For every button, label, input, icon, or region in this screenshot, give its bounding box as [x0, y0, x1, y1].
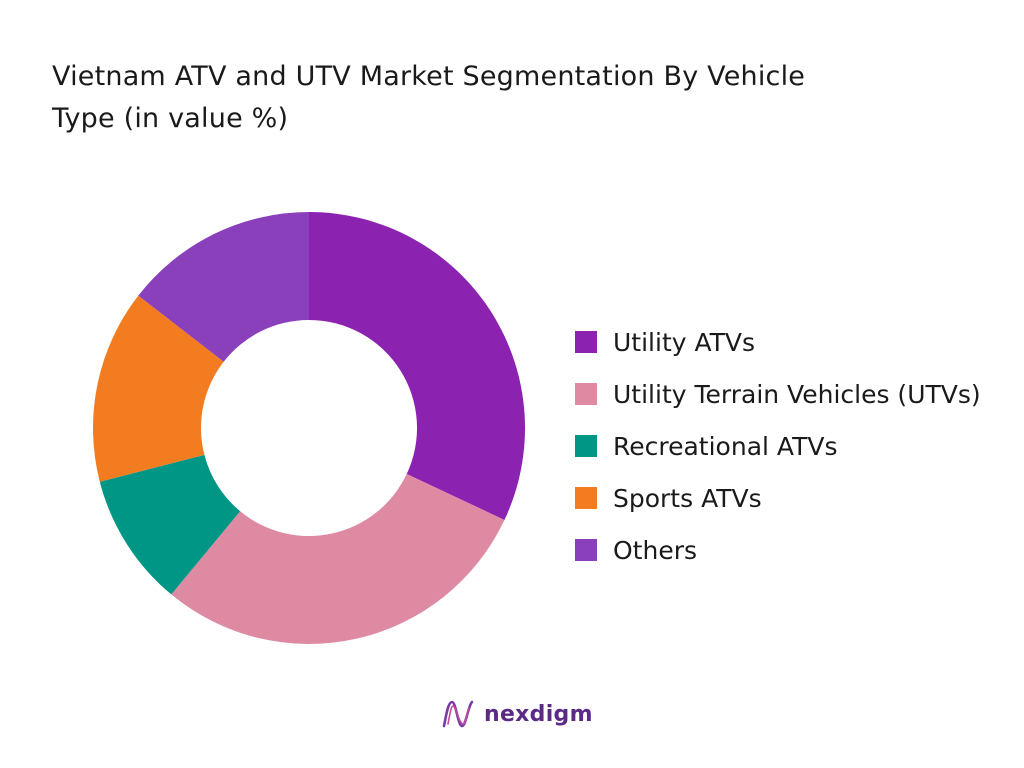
donut-slice-recreational-atvs — [99, 454, 241, 595]
legend-swatch — [575, 435, 597, 457]
donut-slice-utility-atvs — [309, 212, 525, 520]
donut-slice-sports-atvs — [93, 295, 224, 482]
legend-swatch — [575, 539, 597, 561]
legend-item: Recreational ATVs — [575, 426, 995, 468]
legend-swatch — [575, 487, 597, 509]
chart-legend: Utility ATVs Utility Terrain Vehicles (UT… — [575, 322, 995, 582]
donut-slice-others — [138, 212, 309, 362]
legend-item: Others — [575, 530, 995, 572]
legend-item: Sports ATVs — [575, 478, 995, 520]
legend-label: Sports ATVs — [613, 484, 762, 513]
chart-title: Vietnam ATV and UTV Market Segmentation … — [52, 61, 806, 134]
legend-swatch — [575, 331, 597, 353]
legend-item: Utility ATVs — [575, 322, 995, 364]
legend-item: Utility Terrain Vehicles (UTVs) — [575, 374, 995, 416]
legend-label: Utility ATVs — [613, 328, 756, 357]
legend-label: Recreational ATVs — [613, 432, 838, 461]
brand-logo: nexdigm — [440, 696, 593, 732]
legend-label: Utility Terrain Vehicles (UTVs) — [613, 380, 981, 409]
donut-slice-utility-terrain-vehicles-utvs — [171, 473, 505, 644]
nexdigm-logo-icon — [442, 700, 474, 728]
legend-swatch — [575, 383, 597, 405]
brand-name: nexdigm — [484, 701, 593, 727]
legend-label: Others — [613, 536, 698, 565]
